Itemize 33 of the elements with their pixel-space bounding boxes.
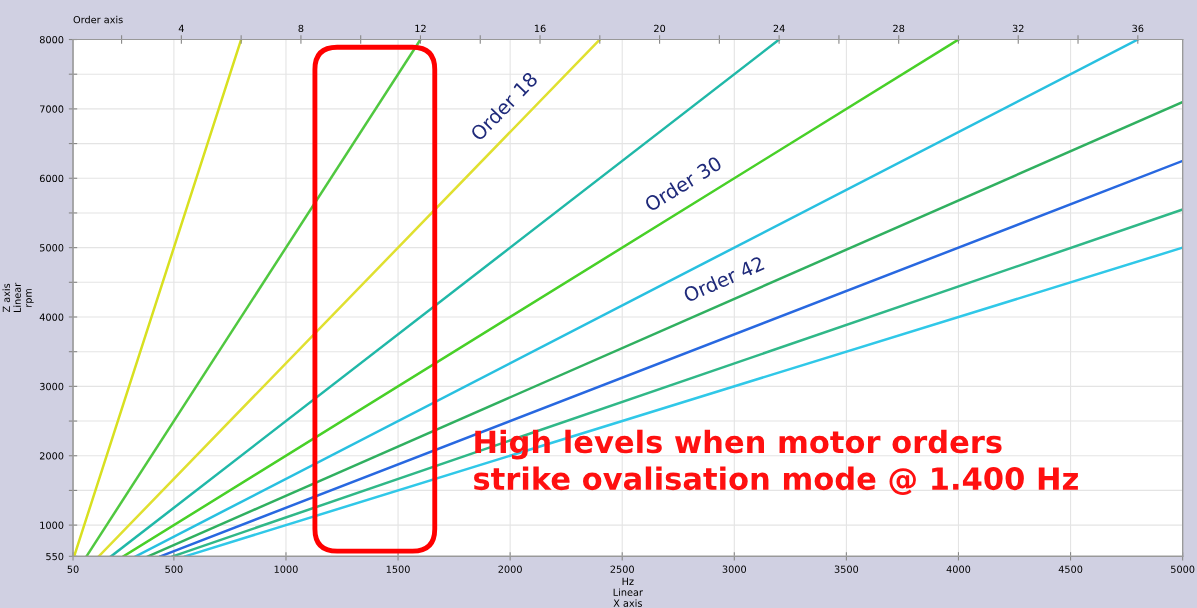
x2-tick-label: 36 <box>1132 24 1144 33</box>
y-axis-title: Z axis Linear rpm <box>2 282 34 313</box>
x-tick-label: 1500 <box>386 565 410 573</box>
x-tick-label: 4500 <box>1058 565 1083 573</box>
x2-axis-title: Order axis <box>73 15 123 24</box>
x-axis-title: Hz Linear X axis <box>613 577 643 607</box>
y-tick-label: 3000 <box>39 382 64 391</box>
x2-tick-label: 28 <box>893 24 905 33</box>
y-tick-label: 2000 <box>39 452 64 460</box>
x-tick-label: 500 <box>165 565 183 573</box>
x2-tick-label: 8 <box>298 24 304 33</box>
y-tick-label: 1000 <box>40 521 64 529</box>
y-tick-label: 4000 <box>39 313 64 321</box>
x-tick-label: 2500 <box>610 565 634 573</box>
x-tick-label: 3000 <box>722 565 747 573</box>
x2-tick-label: 20 <box>654 24 666 33</box>
x2-tick-label: 24 <box>773 24 785 32</box>
x-tick-label: 50 <box>67 565 79 573</box>
y-tick-label: 7000 <box>40 105 64 113</box>
y-tick-label: 5000 <box>40 244 64 252</box>
x-tick-label: 1000 <box>274 565 298 573</box>
y-tick-label: 550 <box>46 552 64 561</box>
x-tick-label: 3500 <box>834 565 859 573</box>
x2-tick-label: 12 <box>415 24 426 32</box>
annotation: Order 42 <box>682 255 765 303</box>
x-tick-label: 5000 <box>1171 565 1195 573</box>
x-tick-label: 2000 <box>498 565 522 573</box>
x2-tick-label: 4 <box>178 24 184 32</box>
x2-tick-label: 16 <box>534 24 546 33</box>
y-tick-label: 6000 <box>39 174 64 183</box>
x2-tick-label: 32 <box>1012 24 1024 33</box>
x-tick-label: 4000 <box>946 565 971 573</box>
y-tick-label: 8000 <box>39 36 64 44</box>
